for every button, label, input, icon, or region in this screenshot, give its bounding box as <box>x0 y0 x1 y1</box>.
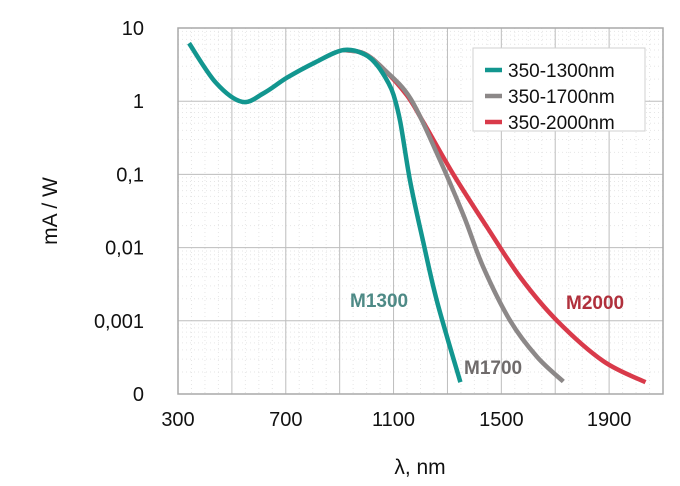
curve-label-m1700: M1700 <box>464 358 522 379</box>
legend-label: 350-2000nm <box>508 113 615 134</box>
series-lines <box>187 41 647 385</box>
curve-label-m2000: M2000 <box>566 293 624 314</box>
y-tick-label: 0 <box>133 384 144 406</box>
y-tick-label: 0,1 <box>116 164 144 186</box>
legend-label: 350-1700nm <box>508 87 615 108</box>
y-tick-label: 1 <box>133 91 144 113</box>
plot-frame <box>177 27 664 395</box>
y-axis-label: mA / W <box>39 177 62 245</box>
x-axis-label: λ, nm <box>394 456 445 479</box>
tick-labels: 300 700 1100 1500 1900 10 1 0,1 0,01 0,001 0 <box>94 18 631 431</box>
y-tick-label: 0,001 <box>94 311 144 333</box>
legend-label: 350-1300nm <box>508 61 615 82</box>
series-line-m1300 <box>187 41 463 383</box>
curve-label-m1300: M1300 <box>350 291 408 312</box>
y-tick-label: 10 <box>122 18 144 40</box>
x-tick-label: 1500 <box>479 409 524 431</box>
legend-box <box>472 47 646 132</box>
y-tick-label: 0,01 <box>105 238 144 260</box>
legend: 350-1300nm 350-1700nm 350-2000nm <box>472 47 646 134</box>
x-tick-label: 1100 <box>372 409 415 431</box>
x-tick-label: 700 <box>269 409 302 431</box>
x-tick-label: 1900 <box>587 409 632 431</box>
x-tick-label: 300 <box>161 409 194 431</box>
curve-labels: M1300 M1700 M2000 <box>350 291 624 379</box>
